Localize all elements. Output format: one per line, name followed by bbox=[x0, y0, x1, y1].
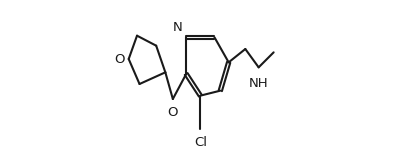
Text: O: O bbox=[114, 53, 125, 66]
Text: Cl: Cl bbox=[194, 136, 207, 150]
Text: NH: NH bbox=[249, 76, 269, 90]
Text: O: O bbox=[167, 107, 177, 119]
Text: N: N bbox=[173, 21, 182, 34]
